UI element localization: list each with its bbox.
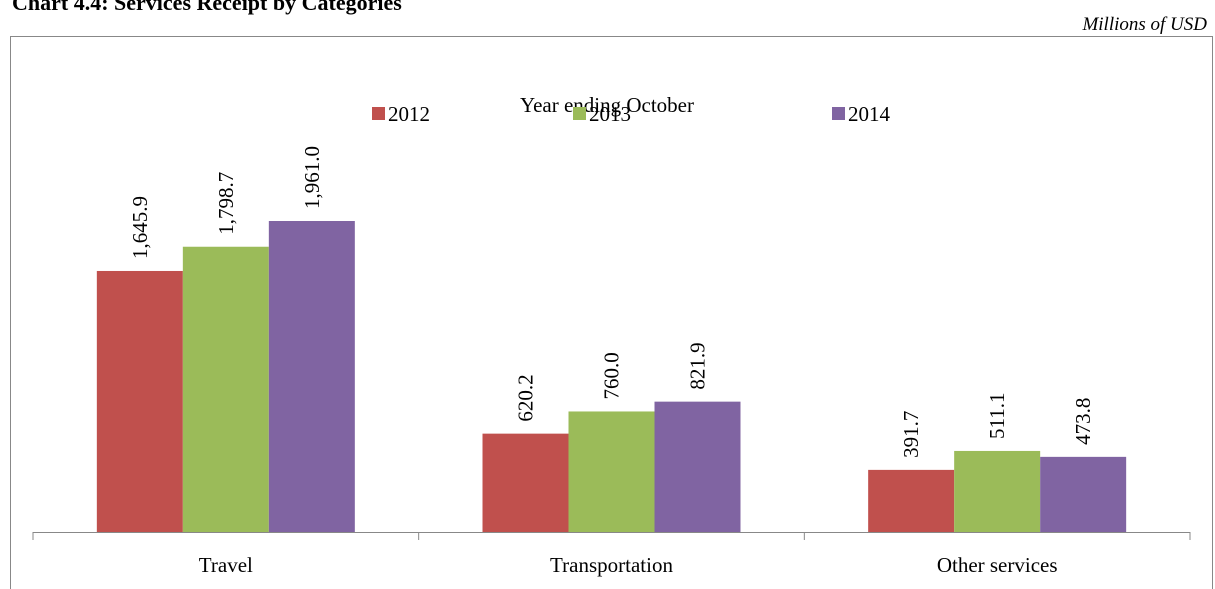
bar [482, 433, 569, 532]
bar [654, 401, 741, 532]
data-label: 1,645.9 [128, 196, 152, 259]
legend-swatch [372, 107, 385, 120]
chart-subtitle: Millions of USD [1081, 14, 1207, 35]
bar [96, 270, 183, 532]
data-label: 511.1 [985, 392, 1009, 438]
legend-label: 2013 [589, 102, 631, 126]
data-label: 391.7 [899, 411, 923, 458]
data-label: 760.0 [600, 352, 624, 399]
legend-label: 2012 [388, 102, 430, 126]
bar [1040, 456, 1127, 532]
x-tick-label: Travel [199, 553, 253, 577]
bar [954, 450, 1041, 532]
data-label: 1,798.7 [214, 172, 238, 235]
chart-title: Chart 4.4: Services Receipt by Categorie… [12, 0, 402, 15]
chart-frame [10, 36, 1213, 589]
data-label: 620.2 [514, 374, 538, 421]
bar [268, 221, 355, 532]
legend-swatch [573, 107, 586, 120]
legend-title: Year ending October [520, 93, 694, 117]
bar [568, 411, 655, 532]
x-tick-label: Transportation [550, 553, 673, 577]
data-label: 1,961.0 [300, 146, 324, 209]
x-tick-label: Other services [937, 553, 1058, 577]
data-label: 473.8 [1071, 398, 1095, 445]
legend-swatch [832, 107, 845, 120]
data-label: 821.9 [686, 342, 710, 389]
bar [182, 246, 269, 533]
bar [868, 469, 955, 532]
legend-label: 2014 [848, 102, 891, 126]
